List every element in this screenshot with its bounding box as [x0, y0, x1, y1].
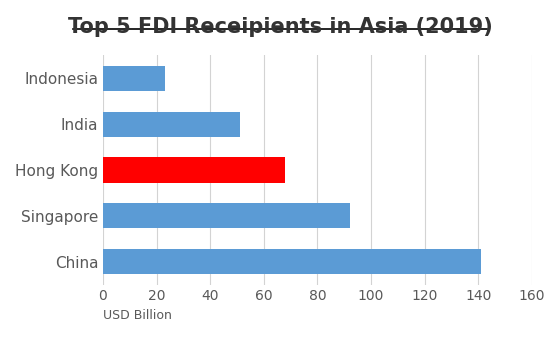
Bar — [103, 112, 240, 137]
Text: Top 5 FDI Receipients in Asia (2019): Top 5 FDI Receipients in Asia (2019) — [68, 17, 492, 37]
X-axis label: USD Billion: USD Billion — [103, 309, 172, 322]
Bar — [103, 203, 349, 228]
Bar — [103, 157, 285, 183]
Bar — [103, 66, 165, 91]
Bar — [103, 249, 481, 274]
